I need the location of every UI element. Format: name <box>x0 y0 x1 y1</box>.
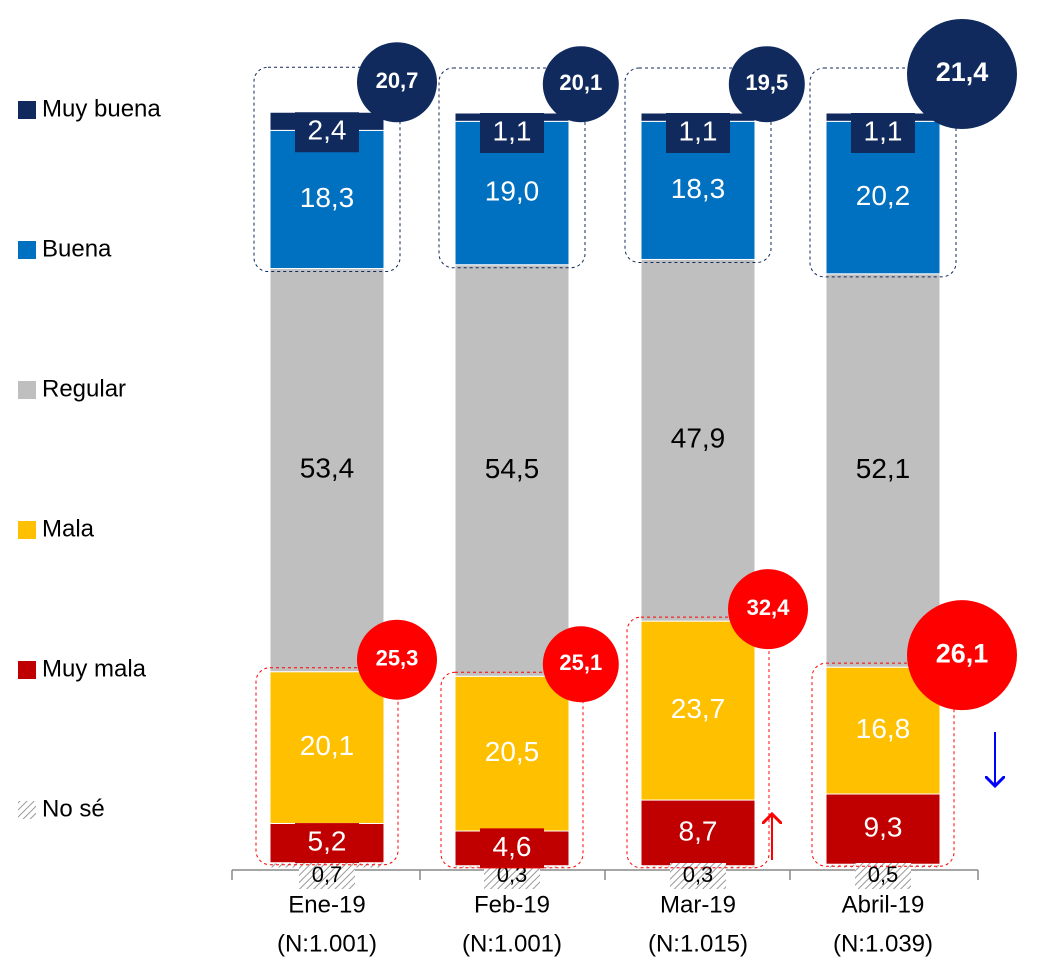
positive-total-bubble <box>728 46 805 123</box>
value-label: 8,7 <box>679 815 718 846</box>
bar-segment <box>269 268 385 673</box>
positive-group-box <box>438 67 586 269</box>
x-tick-label: Ene-19 <box>288 891 365 918</box>
negative-total-bubble <box>357 619 437 700</box>
negative-group-box <box>255 667 399 866</box>
negative-total-bubble <box>542 626 619 703</box>
label-box <box>855 863 911 889</box>
negative-group-box <box>626 616 770 869</box>
value-label: 52,1 <box>856 453 911 484</box>
negative-total-label: 25,1 <box>559 650 602 675</box>
legend-swatch <box>18 241 36 259</box>
legend-swatch <box>18 381 36 399</box>
label-box <box>295 112 359 153</box>
positive-total-label: 20,7 <box>376 68 419 93</box>
negative-group-box <box>811 662 955 867</box>
value-label: 47,9 <box>671 423 726 454</box>
value-label: 0,7 <box>312 862 343 887</box>
value-label: 20,1 <box>300 730 355 761</box>
x-tick-label: Abril-19 <box>842 891 925 918</box>
value-label: 23,7 <box>671 693 726 724</box>
label-box <box>480 828 544 869</box>
legend-label: No sé <box>42 795 105 822</box>
value-label: 16,8 <box>856 713 911 744</box>
legend-label: Mala <box>42 515 95 542</box>
label-box <box>666 812 730 853</box>
value-label: 20,5 <box>485 736 540 767</box>
x-tick-label: Mar-19 <box>660 891 736 918</box>
value-label: 53,4 <box>300 453 355 484</box>
legend-label: Muy buena <box>42 95 161 122</box>
positive-total-bubble <box>907 19 1017 129</box>
negative-total-label: 25,3 <box>376 646 419 671</box>
negative-total-label: 26,1 <box>936 638 989 668</box>
legend-label: Buena <box>42 235 112 262</box>
label-box <box>480 113 544 153</box>
negative-total-label: 32,4 <box>747 595 791 620</box>
legend-swatch <box>18 101 36 119</box>
x-tick-note: (N:1.015) <box>648 930 748 957</box>
legend-swatch <box>18 661 36 679</box>
value-label: 5,2 <box>308 825 347 856</box>
value-label: 18,3 <box>300 182 355 213</box>
x-tick-note: (N:1.001) <box>462 930 562 957</box>
value-label: 1,1 <box>864 115 903 146</box>
value-label: 18,3 <box>671 173 726 204</box>
value-label: 0,5 <box>868 862 899 887</box>
value-label: 1,1 <box>679 115 718 146</box>
value-label: 9,3 <box>864 812 903 843</box>
bar-segment <box>825 273 941 668</box>
label-box <box>295 823 359 864</box>
bar-segment <box>269 671 385 824</box>
legend-swatch <box>18 801 36 819</box>
positive-total-label: 21,4 <box>936 57 989 87</box>
positive-total-bubble <box>357 42 437 123</box>
positive-total-label: 19,5 <box>745 70 788 95</box>
x-tick-note: (N:1.001) <box>277 930 377 957</box>
bar-segment <box>640 620 756 801</box>
positive-total-label: 20,1 <box>559 70 602 95</box>
label-box <box>670 863 726 889</box>
positive-total-bubble <box>542 46 619 123</box>
positive-group-box <box>624 67 772 263</box>
value-label: 54,5 <box>485 453 540 484</box>
value-label: 2,4 <box>308 115 347 146</box>
bar-segment <box>640 258 756 622</box>
value-label: 19,0 <box>485 175 540 206</box>
x-tick-label: Feb-19 <box>474 891 550 918</box>
x-tick-note: (N:1.039) <box>833 930 933 957</box>
value-label: 20,2 <box>856 180 911 211</box>
label-box <box>851 809 915 850</box>
bar-segment <box>454 675 570 832</box>
negative-total-bubble <box>728 569 808 650</box>
value-label: 4,6 <box>493 831 532 862</box>
label-box <box>851 113 915 153</box>
positive-group-box <box>809 67 957 278</box>
positive-group-box <box>253 66 401 273</box>
legend-swatch <box>18 521 36 539</box>
negative-group-box <box>440 671 584 869</box>
legend-label: Muy mala <box>42 655 147 682</box>
legend-label: Regular <box>42 375 126 402</box>
value-label: 0,3 <box>683 862 714 887</box>
label-box <box>299 863 355 889</box>
bar-segment <box>454 264 570 677</box>
negative-total-bubble <box>907 600 1017 711</box>
value-label: 1,1 <box>493 115 532 146</box>
label-box <box>666 113 730 153</box>
